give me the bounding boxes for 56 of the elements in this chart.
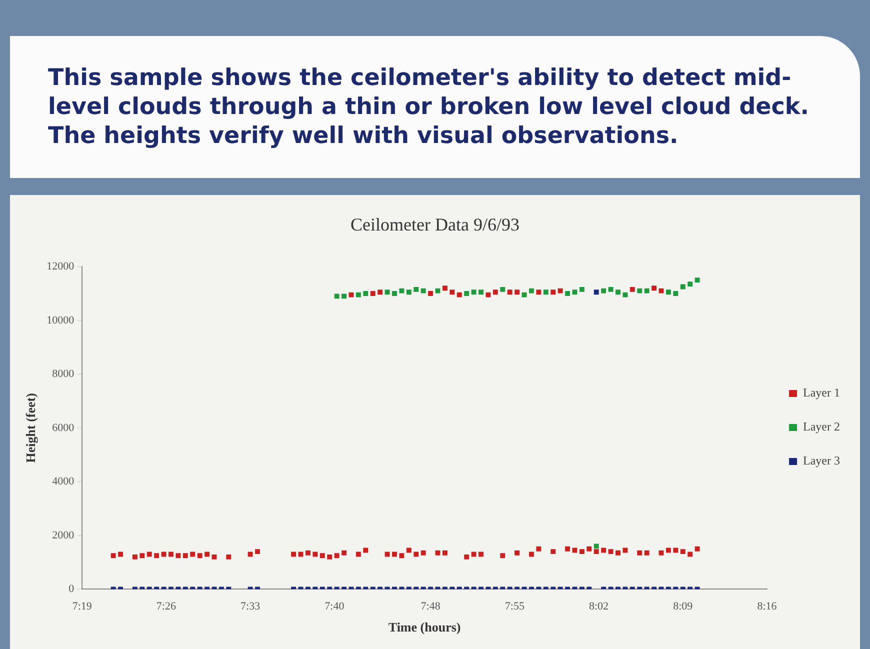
x-tick-label: 7:40: [324, 600, 345, 613]
point: [392, 291, 397, 296]
y-axis-title: Height (feet): [23, 393, 38, 463]
point: [464, 291, 470, 296]
point: [680, 284, 686, 290]
text: This sample shows the ceilometer's ability to detect mid-level clouds through a thin or broken low level cloud deck. The heights verify well with visual observations.: [48, 64, 810, 151]
x-tick-label: 7:33: [240, 600, 261, 613]
chart-title: Ceilometer Data 9/6/93: [350, 214, 520, 235]
point: [579, 286, 584, 292]
point: [601, 288, 606, 294]
point: [637, 288, 642, 294]
point: [644, 288, 650, 294]
point: [673, 291, 678, 296]
point: [500, 286, 506, 292]
point: [616, 290, 620, 295]
point: [363, 291, 368, 296]
point: [435, 288, 440, 294]
x-tick-label: 7:19: [72, 600, 92, 613]
x-tick-label: 8:02: [588, 600, 609, 613]
point: [608, 286, 614, 292]
point: [478, 290, 484, 295]
x-tick-label: 7:26: [156, 600, 176, 613]
y-tick-label: 2000: [52, 529, 75, 542]
x-tick-label: 8:09: [673, 600, 694, 613]
point: [471, 290, 476, 295]
point: [399, 288, 404, 294]
y-tick-label: 0: [68, 583, 75, 596]
x-tick-label: 8:16: [757, 600, 778, 613]
x-tick-label: 7:55: [504, 600, 525, 613]
point: [529, 288, 534, 294]
point: [688, 282, 693, 287]
point: [694, 278, 700, 283]
point: [420, 288, 426, 294]
y-tick-label: 6000: [52, 422, 75, 434]
point: [414, 286, 419, 292]
point: [522, 292, 527, 298]
legend-label: Layer 3: [803, 454, 840, 468]
point: [666, 290, 671, 295]
legend-label: Layer 1: [803, 386, 840, 400]
y-tick-label: 12000: [46, 260, 75, 272]
x-axis-title: Time (hours): [388, 620, 461, 635]
point: [406, 290, 412, 295]
point: [565, 291, 570, 296]
legend-label: Layer 2: [803, 420, 840, 434]
point: [342, 294, 347, 299]
y-tick-label: 10000: [46, 314, 75, 326]
point: [356, 292, 361, 298]
point: [622, 292, 628, 298]
point: [572, 290, 578, 295]
point: [334, 294, 340, 299]
y-tick-label: 4000: [52, 476, 75, 488]
y-tick-label: 8000: [52, 368, 75, 380]
x-tick-label: 7:48: [420, 600, 441, 613]
point: [384, 290, 390, 295]
point: [543, 290, 548, 295]
point: [594, 544, 599, 549]
